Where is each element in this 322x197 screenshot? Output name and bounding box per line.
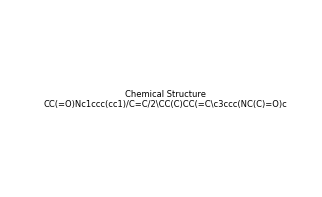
Text: Chemical Structure
CC(=O)Nc1ccc(cc1)/C=C/2\CC(C)CC(=C\c3ccc(NC(C)=O)c: Chemical Structure CC(=O)Nc1ccc(cc1)/C=C… bbox=[43, 90, 287, 109]
